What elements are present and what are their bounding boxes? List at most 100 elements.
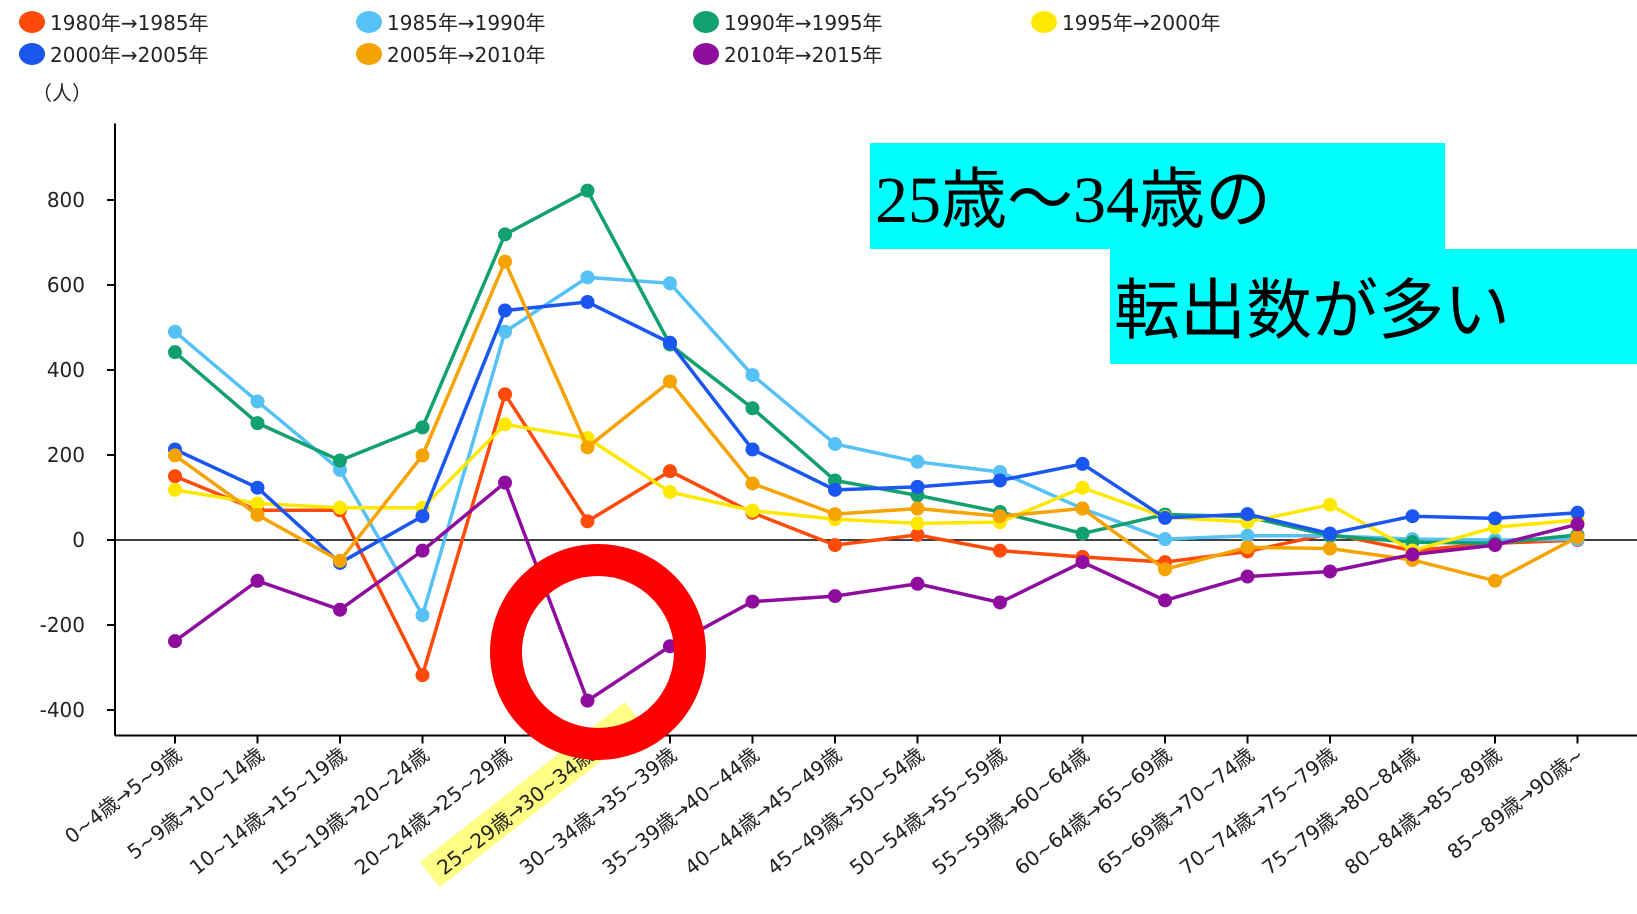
point: [828, 538, 842, 553]
y-tick-label: 800: [47, 188, 85, 212]
series-line: [173, 479, 1578, 704]
y-tick-label: -400: [40, 698, 85, 722]
point: [415, 668, 430, 683]
point: [910, 516, 925, 531]
legend-marker: [356, 43, 382, 65]
point: [580, 514, 595, 529]
point: [415, 543, 430, 558]
legend-marker: [1031, 11, 1057, 33]
point: [580, 183, 595, 198]
point: [498, 303, 512, 318]
annotation-box: [1110, 249, 1637, 364]
y-tick-label: -200: [40, 613, 85, 637]
point: [663, 464, 677, 479]
x-tick-label: 5~9歳→10~14歳: [123, 743, 269, 864]
point: [1405, 547, 1420, 562]
point: [415, 509, 430, 524]
point: [745, 503, 760, 518]
y-tick-label: 600: [47, 273, 85, 297]
point: [1570, 517, 1585, 532]
legend-marker: [693, 11, 719, 33]
point: [993, 473, 1007, 488]
point: [580, 295, 595, 309]
annotation-box: [870, 143, 1445, 249]
highlight-circle: [490, 544, 706, 760]
point: [498, 417, 512, 432]
point: [910, 576, 925, 591]
point: [415, 448, 430, 463]
point: [1158, 562, 1172, 577]
point: [250, 507, 265, 522]
point: [745, 401, 760, 416]
point: [333, 553, 347, 568]
point: [1488, 511, 1502, 526]
point: [993, 509, 1007, 524]
point: [1158, 532, 1172, 547]
point: [1405, 509, 1420, 524]
x-tick-label: 80~84歳→85~89歳: [1340, 743, 1506, 880]
point: [910, 454, 925, 469]
point: [828, 482, 842, 497]
point: [250, 394, 265, 409]
point: [1570, 530, 1585, 545]
legend-label: 2010年→2015年: [724, 43, 883, 67]
point: [745, 594, 760, 609]
legend-label: 1990年→1995年: [724, 11, 883, 35]
point: [250, 480, 265, 495]
point: [333, 602, 347, 617]
point: [828, 507, 842, 522]
legend-label: 2000年→2005年: [50, 43, 209, 67]
point: [828, 436, 842, 451]
point: [1240, 569, 1255, 584]
annotation: 25歳～34歳の: [875, 164, 1271, 237]
point: [1240, 528, 1255, 543]
point: [1488, 538, 1502, 553]
legend-label: 1980年→1985年: [50, 11, 209, 35]
point: [663, 484, 677, 499]
point: [333, 500, 347, 515]
point: [1075, 456, 1090, 471]
point: [1323, 564, 1337, 579]
point: [1323, 541, 1337, 556]
point: [745, 442, 760, 457]
point: [498, 324, 512, 339]
point: [168, 324, 182, 339]
series-line: [174, 390, 1578, 680]
point: [168, 469, 182, 484]
point: [745, 368, 760, 383]
point: [1323, 526, 1337, 541]
point: [993, 543, 1007, 558]
point: [168, 482, 182, 497]
point: [580, 270, 595, 285]
point: [1158, 593, 1172, 608]
point: [1570, 505, 1585, 520]
point: [250, 496, 265, 511]
y-tick-label: 0: [72, 528, 85, 552]
legend-label: 2005年→2010年: [387, 43, 546, 67]
point: [663, 335, 677, 350]
legend-marker: [19, 11, 45, 33]
point: [1488, 573, 1502, 588]
legend-label: 1995年→2000年: [1062, 11, 1221, 35]
annotation: 転出数が多い: [1114, 275, 1510, 348]
y-axis-label: （人）: [32, 81, 92, 105]
point: [663, 276, 677, 291]
legend-marker: [693, 43, 719, 65]
y-tick-label: 400: [47, 358, 85, 382]
point: [498, 227, 512, 242]
point: [745, 476, 760, 491]
series-line: [174, 422, 1578, 553]
point: [333, 453, 347, 468]
point: [910, 501, 925, 516]
point: [415, 420, 430, 435]
series-line: [174, 300, 1578, 566]
point: [910, 479, 925, 494]
point: [168, 345, 182, 360]
y-tick-label: 200: [47, 443, 85, 467]
point: [168, 448, 182, 463]
point: [1158, 510, 1172, 525]
point: [1240, 507, 1255, 522]
point: [1075, 480, 1090, 495]
point: [910, 527, 925, 542]
